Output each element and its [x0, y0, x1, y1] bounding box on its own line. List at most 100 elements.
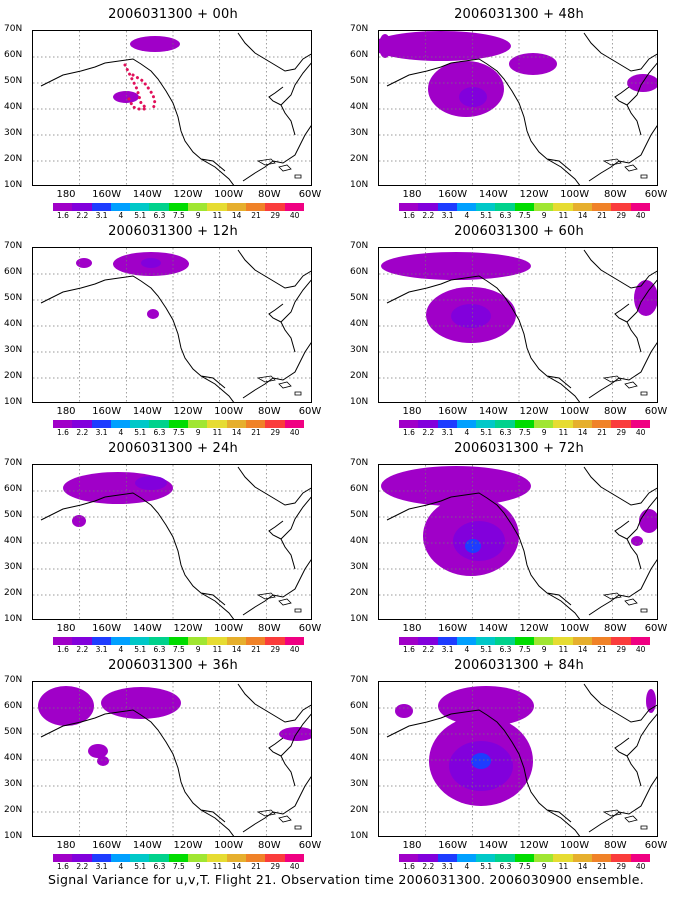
map-frame — [32, 681, 312, 837]
colorbar-label: 14 — [231, 428, 242, 437]
latitude-label: 70N — [350, 675, 369, 685]
variance-contour — [135, 476, 167, 490]
colorbar-label: 6.3 — [499, 862, 512, 871]
map-canvas — [33, 682, 311, 836]
latitude-label: 10N — [350, 831, 369, 841]
colorbar-label: 14 — [577, 862, 588, 871]
colorbar-label: 3.1 — [95, 645, 108, 654]
colorbar-label: 6.3 — [153, 428, 166, 437]
longitude-label: 80W — [604, 406, 627, 417]
colorbar-label: 7.5 — [518, 428, 531, 437]
colorbar-swatch — [130, 854, 150, 862]
colorbar-label: 2.2 — [76, 211, 89, 220]
colorbar — [53, 203, 304, 211]
colorbar-swatch — [418, 420, 438, 428]
latitude-label: 20N — [350, 154, 369, 164]
map-canvas — [33, 31, 311, 185]
variance-contour — [509, 53, 557, 75]
colorbar-label: 6.3 — [153, 645, 166, 654]
longitude-label: 180 — [402, 623, 422, 634]
colorbar-swatch — [495, 203, 515, 211]
colorbar — [53, 854, 304, 862]
longitude-label: 140W — [132, 623, 162, 634]
longitude-label: 60W — [644, 623, 668, 634]
colorbar-swatch — [591, 420, 612, 428]
longitude-label: 180 — [56, 840, 76, 851]
latitude-label: 10N — [4, 397, 23, 407]
caribbean-islands — [602, 375, 648, 396]
colorbar-label: 40 — [635, 645, 646, 654]
caribbean-islands — [602, 158, 648, 179]
colorbar-swatch — [245, 854, 266, 862]
colorbar-swatch — [72, 854, 92, 862]
colorbar — [53, 637, 304, 645]
latitude-label: 40N — [4, 536, 23, 546]
longitude-label: 160W — [438, 189, 468, 200]
latitude-label: 50N — [4, 76, 23, 86]
colorbar-label: 7.5 — [518, 211, 531, 220]
colorbar-label: 6.3 — [499, 428, 512, 437]
latitude-label: 40N — [350, 536, 369, 546]
coastline — [386, 249, 657, 402]
colorbar-swatch — [591, 637, 612, 645]
longitude-label: 120W — [173, 406, 203, 417]
colorbar-swatch — [91, 203, 111, 211]
caribbean-islands — [256, 809, 302, 830]
map-canvas — [379, 31, 657, 185]
variance-contour — [141, 258, 161, 268]
colorbar-label: 5.1 — [480, 862, 493, 871]
colorbar-swatch — [226, 637, 246, 645]
map-frame — [378, 464, 658, 620]
colorbar — [399, 637, 650, 645]
colorbar-label: 5.1 — [134, 645, 147, 654]
colorbar-swatch — [284, 420, 304, 428]
colorbar-swatch — [476, 854, 496, 862]
colorbar-swatch — [437, 420, 457, 428]
map-panel: 2006031300 + 84h 70N 60N 50N 40N 30N 20N 10N 180… — [346, 651, 692, 871]
colorbar-label: 3.1 — [441, 211, 454, 220]
colorbar-label: 14 — [231, 862, 242, 871]
colorbar-label: 11 — [212, 862, 223, 871]
longitude-label: 120W — [173, 623, 203, 634]
variance-contour — [381, 466, 531, 506]
latitude-label: 70N — [350, 24, 369, 34]
colorbar-label: 1.6 — [403, 211, 415, 220]
colorbar-swatch — [130, 203, 150, 211]
variance-contour — [130, 36, 180, 52]
colorbar-label: 11 — [558, 428, 569, 437]
longitude-label: 160W — [438, 406, 468, 417]
colorbar-swatch — [149, 203, 169, 211]
latitude-label: 50N — [350, 293, 369, 303]
colorbar-swatch — [207, 203, 227, 211]
latitude-label: 30N — [350, 128, 369, 138]
colorbar-label: 29 — [616, 862, 627, 871]
longitude-label: 120W — [519, 840, 549, 851]
latitude-label: 30N — [4, 128, 23, 138]
colorbar-swatch — [265, 203, 285, 211]
latitude-label: 70N — [4, 458, 23, 468]
longitude-label: 80W — [604, 623, 627, 634]
colorbar-swatch — [53, 637, 73, 645]
colorbar-label: 2.2 — [76, 645, 89, 654]
colorbar-swatch — [437, 203, 457, 211]
colorbar-swatch — [572, 203, 592, 211]
longitude-label: 100W — [560, 623, 590, 634]
colorbar-swatch — [53, 420, 73, 428]
colorbar-label: 4 — [118, 645, 124, 654]
colorbar-swatch — [245, 203, 266, 211]
colorbar-swatch — [572, 637, 592, 645]
colorbar-label: 4 — [464, 211, 470, 220]
colorbar-label: 2.2 — [422, 211, 435, 220]
colorbar-swatch — [572, 854, 592, 862]
colorbar-swatch — [207, 854, 227, 862]
latitude-label: 20N — [4, 154, 23, 164]
panel-title: 2006031300 + 72h — [454, 441, 584, 456]
colorbar-label: 21 — [597, 645, 607, 654]
colorbar-label: 7.5 — [518, 862, 531, 871]
colorbar-label: 7.5 — [172, 211, 185, 220]
colorbar-swatch — [456, 854, 477, 862]
colorbar-label: 21 — [597, 211, 607, 220]
colorbar-swatch — [149, 420, 169, 428]
colorbar-label: 11 — [558, 211, 569, 220]
latitude-label: 30N — [350, 779, 369, 789]
